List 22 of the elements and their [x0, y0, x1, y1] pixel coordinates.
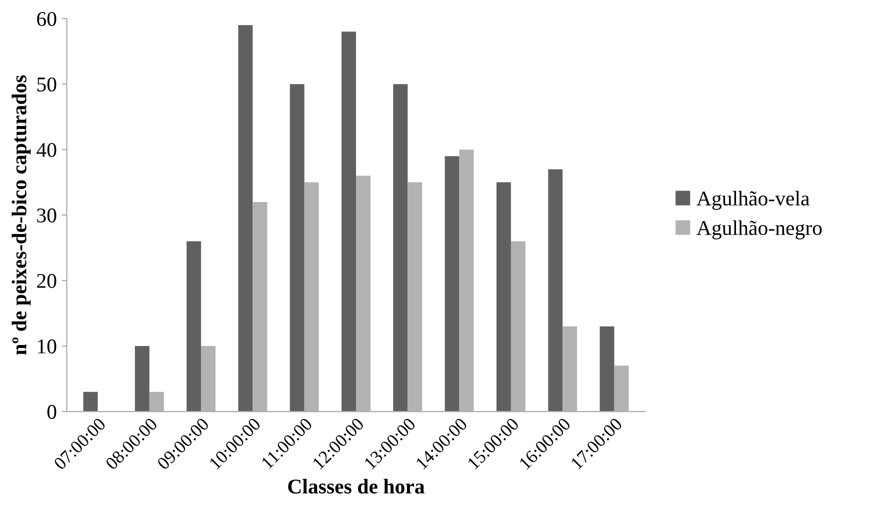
y-tick-label: 20	[37, 274, 56, 288]
bar	[290, 84, 304, 412]
y-tick-label: 40	[36, 142, 56, 157]
bar	[496, 182, 511, 412]
legend-label: Agulhão-vela	[696, 190, 810, 210]
x-axis-title: Classes de hora	[288, 478, 425, 494]
bar	[548, 169, 563, 412]
bar	[186, 241, 202, 412]
bar	[342, 32, 356, 412]
y-tick-label: 0	[47, 404, 56, 419]
bar	[444, 156, 460, 412]
bar	[393, 84, 408, 412]
y-tick-label: 10	[38, 339, 56, 354]
y-axis-title: nº de peixes-de-bico capturados	[12, 75, 31, 355]
y-tick-label: 60	[37, 12, 56, 26]
bar	[238, 25, 253, 412]
y-tick-label: 30	[37, 208, 56, 222]
bar	[83, 392, 98, 412]
bar	[134, 346, 150, 412]
y-tick-label: 50	[37, 77, 56, 92]
bar	[600, 326, 614, 412]
legend-label: Agulhão-negro	[696, 220, 822, 240]
